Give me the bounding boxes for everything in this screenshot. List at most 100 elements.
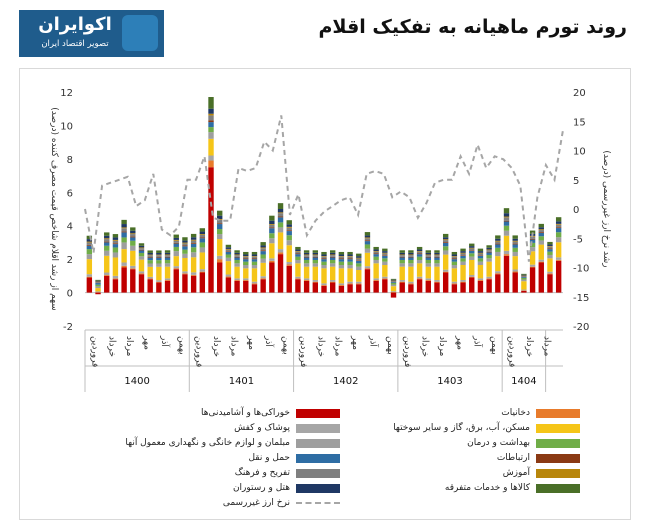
bar-segment bbox=[442, 239, 449, 241]
bar-segment bbox=[442, 254, 449, 270]
bar-segment bbox=[495, 238, 501, 241]
bar-segment bbox=[555, 242, 562, 258]
x-year-label: 1402 bbox=[333, 376, 358, 387]
bar-segment bbox=[277, 227, 284, 233]
y-right-tick-label: 15 bbox=[573, 117, 586, 128]
bar-segment bbox=[512, 238, 518, 241]
bar-segment bbox=[182, 257, 188, 272]
bar-segment bbox=[416, 251, 423, 254]
bar-segment bbox=[86, 274, 93, 277]
bar-segment bbox=[182, 240, 188, 243]
bar-segment bbox=[182, 243, 188, 246]
bar-segment bbox=[173, 239, 179, 241]
bar-segment bbox=[442, 269, 449, 272]
bar-segment bbox=[130, 234, 136, 237]
bar-segment bbox=[130, 240, 136, 246]
bar-segment bbox=[512, 244, 518, 248]
bar-segment bbox=[217, 219, 223, 220]
bar-segment bbox=[147, 256, 153, 258]
bar-segment bbox=[486, 276, 492, 279]
bar-segment bbox=[286, 230, 292, 232]
bar-segment bbox=[390, 282, 397, 285]
bar-segment bbox=[390, 284, 397, 287]
bar-segment bbox=[147, 278, 153, 280]
bar-segment bbox=[390, 280, 397, 282]
bar-segment bbox=[104, 255, 110, 273]
bar-segment bbox=[121, 231, 127, 233]
bar-segment bbox=[130, 236, 136, 238]
bar-segment bbox=[269, 224, 275, 225]
bar-segment bbox=[156, 255, 162, 257]
bar-segment bbox=[408, 250, 414, 253]
bar-segment bbox=[373, 253, 379, 255]
bar-segment bbox=[434, 255, 440, 257]
bar-segment bbox=[147, 266, 153, 277]
bar-segment bbox=[112, 244, 119, 248]
bar-segment bbox=[329, 254, 336, 256]
bar-segment bbox=[538, 232, 544, 233]
x-month-label: مرداد bbox=[228, 336, 238, 356]
bar-segment bbox=[399, 255, 405, 257]
bar-segment bbox=[130, 245, 136, 251]
bar-segment bbox=[260, 279, 266, 293]
bar-segment bbox=[199, 228, 206, 232]
bar-segment bbox=[269, 227, 275, 229]
y-left-tick-label: 0 bbox=[67, 289, 73, 300]
bar-segment bbox=[347, 281, 353, 284]
bar-segment bbox=[112, 239, 119, 241]
bar-segment bbox=[434, 252, 440, 255]
bar-segment bbox=[208, 113, 214, 116]
chart-legend: خوراکی‌ها و آشامیدنی‌ها پوشاک و کفش مبلمان… bbox=[110, 408, 580, 520]
x-month-label: مرداد bbox=[333, 336, 343, 356]
bar-segment bbox=[416, 276, 423, 279]
bar-segment bbox=[503, 250, 510, 255]
bar-segment bbox=[286, 264, 292, 266]
bar-segment bbox=[521, 289, 527, 291]
legend-swatch bbox=[296, 423, 340, 433]
bar-segment bbox=[225, 274, 232, 277]
bar-segment bbox=[425, 266, 431, 279]
bar-segment bbox=[112, 252, 119, 258]
bar-segment bbox=[486, 254, 492, 259]
bar-segment bbox=[86, 244, 93, 246]
bar-segment bbox=[295, 251, 301, 254]
x-month-label: خرداد bbox=[315, 336, 325, 357]
bar-segment bbox=[364, 268, 371, 270]
bar-segment bbox=[529, 242, 536, 248]
bar-segment bbox=[217, 255, 223, 260]
bar-segment bbox=[217, 239, 223, 256]
legend-item: مسکن، آب، برق، گاز و سایر سوختها bbox=[350, 423, 580, 433]
bar-segment bbox=[408, 284, 414, 293]
bar-segment bbox=[460, 281, 466, 283]
bar-segment bbox=[434, 282, 440, 293]
bar-segment bbox=[416, 251, 423, 252]
legend-label: کالاها و خدمات متفرقه bbox=[444, 483, 530, 493]
bar-segment bbox=[512, 271, 518, 273]
brand-logo[interactable]: اکوایران تصویر اقتصاد ایران bbox=[19, 10, 164, 57]
bar-segment bbox=[208, 120, 214, 123]
bar-segment bbox=[321, 283, 327, 286]
bar-segment bbox=[382, 248, 388, 252]
bar-segment bbox=[338, 264, 345, 269]
bar-segment bbox=[347, 268, 353, 282]
bar-segment bbox=[138, 247, 145, 249]
bar-segment bbox=[555, 223, 562, 225]
bar-segment bbox=[529, 238, 536, 240]
bar-segment bbox=[547, 248, 553, 250]
bar-segment bbox=[373, 278, 379, 281]
bar-segment bbox=[138, 249, 145, 251]
y-left-tick-label: -2 bbox=[63, 322, 73, 333]
bar-segment bbox=[251, 254, 258, 257]
bar-segment bbox=[538, 262, 544, 293]
bar-segment bbox=[555, 224, 562, 228]
bar-segment bbox=[130, 237, 136, 241]
bar-segment bbox=[425, 263, 431, 267]
bar-segment bbox=[121, 265, 127, 268]
bar-segment bbox=[173, 237, 179, 240]
bar-segment bbox=[86, 242, 93, 245]
bar-segment bbox=[495, 256, 501, 272]
legend-item: آموزش bbox=[350, 468, 580, 478]
bar-segment bbox=[399, 256, 405, 258]
bar-segment bbox=[347, 259, 353, 262]
bar-segment bbox=[243, 278, 249, 281]
